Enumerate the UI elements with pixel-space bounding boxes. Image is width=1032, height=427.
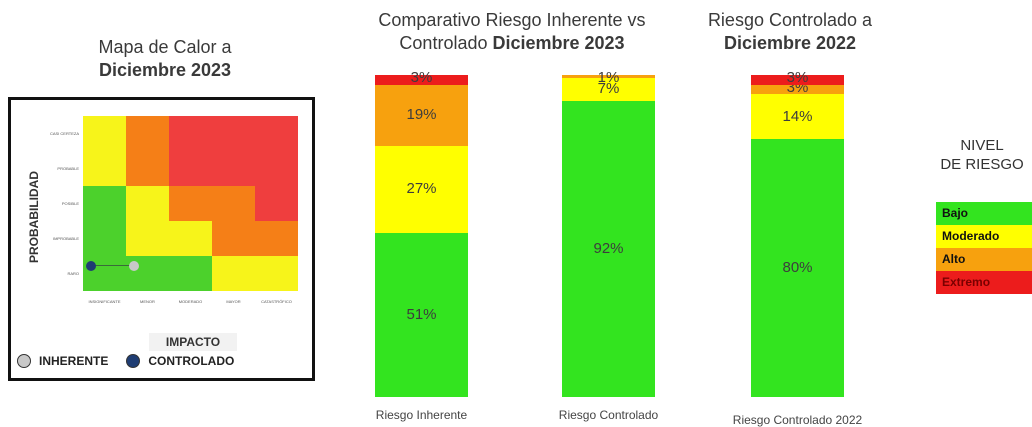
bar-data-label: 1% [597,69,620,86]
bar-segment-extremo [751,75,844,85]
bar-segment-moderado [562,78,655,101]
bar-data-label: 7% [597,80,620,98]
heatmap-y-label: IMPROBABLE [52,235,79,241]
nivel-alto: Alto [936,248,1032,271]
legend-controlado: CONTROLADO [148,354,235,368]
nivel-title-line1: NIVEL [960,137,1004,154]
bar-category-label: Riesgo Controlado 2022 [732,413,863,427]
bar-segment-bajo [751,139,844,397]
chart2-title-line2: Diciembre 2022 [723,33,857,53]
heatmap-cell [212,151,255,186]
chart2-title-line1: Riesgo Controlado a [707,10,873,30]
heatmap-cell [126,116,169,151]
heatmap-y-label: CASI CERTEZA [49,130,79,136]
inherente-marker-icon [17,354,31,368]
nivel-title: NIVEL DE RIESGO [932,136,1032,174]
heatmap-cell [255,256,298,291]
bar-segment-moderado [375,145,468,233]
x-axis-title: IMPACTO [149,333,237,351]
chart1-title-line2-bold: Diciembre 2023 [492,33,625,53]
y-axis-title: PROBABILIDAD [27,171,41,263]
heatmap-y-label: RARO [67,270,79,276]
heatmap-cell [255,116,298,151]
chart1-title-line2: Controlado [399,33,493,53]
chart2-title: Riesgo Controlado a Diciembre 2022 [690,9,890,55]
heatmap-title: Mapa de Calor a Diciembre 2023 [70,36,260,82]
nivel-moderado: Moderado [936,225,1032,248]
heatmap-cell [83,221,126,256]
chart1-title: Comparativo Riesgo Inherente vs Controla… [352,9,672,55]
bar-data-label: 27% [406,180,437,198]
nivel-bajo: Bajo [936,202,1032,225]
bar-segment-bajo [375,232,468,397]
controlado-marker-icon [126,354,141,368]
bar-data-label: 14% [782,107,813,125]
bar-data-label: 3% [786,69,809,86]
legend-inherente: INHERENTE [39,354,109,368]
heatmap-y-label: PROBABLE [57,165,79,171]
heatmap-cell [212,256,255,291]
controlado-point [86,261,96,271]
heatmap-connector-line [93,265,132,266]
heatmap-x-label: MENOR [140,299,155,304]
heatmap-cell [83,186,126,221]
heatmap-cell [212,186,255,221]
nivel-extremo: Extremo [936,271,1032,294]
heatmap-y-label: POSIBLE [61,200,79,206]
bar-segment-bajo [562,100,655,397]
heatmap-cell [255,221,298,256]
heatmap-x-label: CATASTRÓFICO [261,299,292,304]
heatmap-cell [169,221,212,256]
bar-segment-moderado [751,94,844,140]
bar-riesgo-controlado-2022: 80% 14% 3% 3% [751,69,844,397]
heatmap-panel: CASI CERTEZA PROBABLE POSIBLE IMPROBABLE RAR… [8,97,315,381]
bar-segment-alto [562,75,655,79]
nivel-title-line2: DE RIESGO [940,156,1024,173]
heatmap-x-label: MODERADO [178,299,203,304]
heatmap-x-label: INSIGNIFICANTE [88,299,121,304]
bar-category-label: Riesgo Inherente [375,408,468,422]
heatmap-cell [83,116,126,151]
heatmap-cell [169,116,212,151]
bar-segment-alto [375,84,468,146]
heatmap-cell [255,186,298,221]
bar-data-label: 19% [406,106,437,124]
bar-data-label: 51% [406,305,437,323]
heatmap-cell [126,186,169,221]
heatmap-legend: INHERENTE CONTROLADO [17,354,234,368]
bar-segment-alto [751,84,844,95]
bar-category-label: Riesgo Controlado [558,408,659,422]
heatmap-cell [169,186,212,221]
bar-riesgo-controlado: 92% 7% 1% [562,69,655,397]
heatmap-cell [212,221,255,256]
heatmap-cell [83,151,126,186]
heatmap-cell [169,151,212,186]
heatmap-cell [255,151,298,186]
heatmap-cell [126,151,169,186]
heatmap-x-label: MAYOR [226,299,241,304]
heatmap-cell [126,221,169,256]
heatmap-title-line1: Mapa de Calor a [98,37,232,57]
heatmap-cell [212,116,255,151]
bar-segment-extremo [375,75,468,85]
heatmap-title-line2: Diciembre 2023 [98,60,232,80]
inherente-point [129,261,139,271]
bar-data-label: 92% [593,239,624,257]
bar-riesgo-inherente: 51% 27% 19% 3% [375,69,468,397]
heatmap-cell [169,256,212,291]
bar-data-label: 3% [410,69,433,86]
chart1-title-line1: Comparativo Riesgo Inherente vs [378,10,646,30]
bar-data-label: 80% [782,259,813,277]
